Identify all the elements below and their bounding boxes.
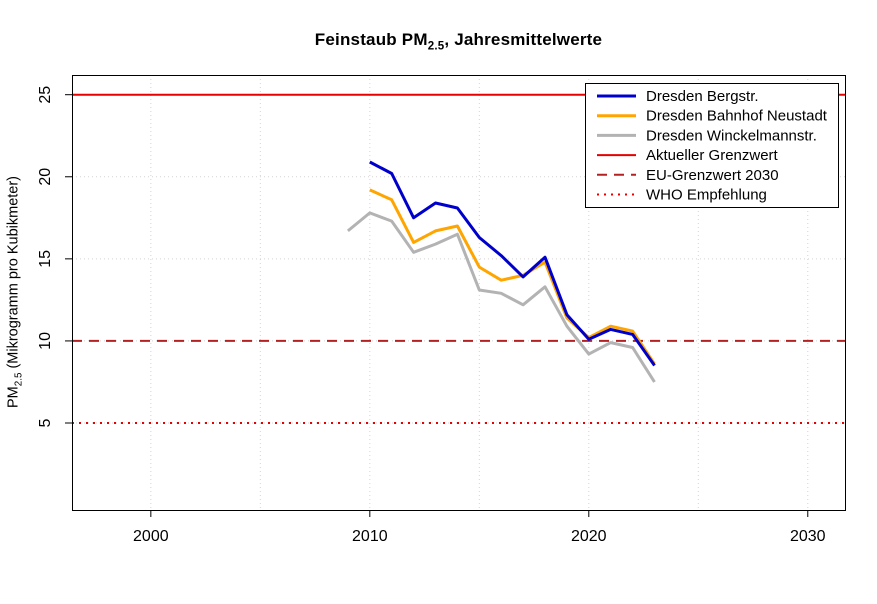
chart-title: Feinstaub PM2.5, Jahresmittelwerte	[72, 30, 845, 52]
series-line-dresden-bahnhof-neustadt	[369, 188, 656, 365]
y-tick-label: 20	[37, 168, 54, 186]
legend-label-eu-grenzwert-2030: EU-Grenzwert 2030	[646, 167, 779, 184]
chart-title-prefix: Feinstaub PM	[314, 30, 428, 49]
x-tick-label: 2020	[571, 528, 607, 545]
plot-border	[72, 75, 846, 511]
series-line-dresden-bergstr	[369, 160, 656, 367]
legend: Dresden Bergstr. Dresden Bahnhof Neustadt…	[585, 83, 839, 208]
legend-label-dresden-bahnhof-neustadt: Dresden Bahnhof Neustadt	[646, 108, 828, 125]
y-tick-label: 10	[37, 332, 54, 350]
x-tick-label: 2000	[133, 528, 169, 545]
legend-label-aktueller-grenzwert: Aktueller Grenzwert	[646, 147, 779, 164]
series-line-dresden-winckelmannstr	[346, 211, 656, 383]
x-tick-label: 2010	[352, 528, 388, 545]
legend-label-who-empfehlung: WHO Empfehlung	[646, 187, 767, 204]
legend-label-dresden-winckelmannstr: Dresden Winckelmannstr.	[646, 127, 817, 144]
chart-title-subscript: 2.5	[427, 40, 445, 53]
legend-box	[585, 83, 839, 208]
y-tick-label: 15	[37, 250, 54, 268]
chart-title-suffix: , Jahresmittelwerte	[444, 30, 603, 49]
x-tick-label: 2030	[790, 528, 826, 545]
y-tick-label: 25	[37, 86, 54, 104]
y-tick-label: 5	[37, 418, 54, 427]
legend-label-dresden-bergstr: Dresden Bergstr.	[646, 88, 759, 105]
